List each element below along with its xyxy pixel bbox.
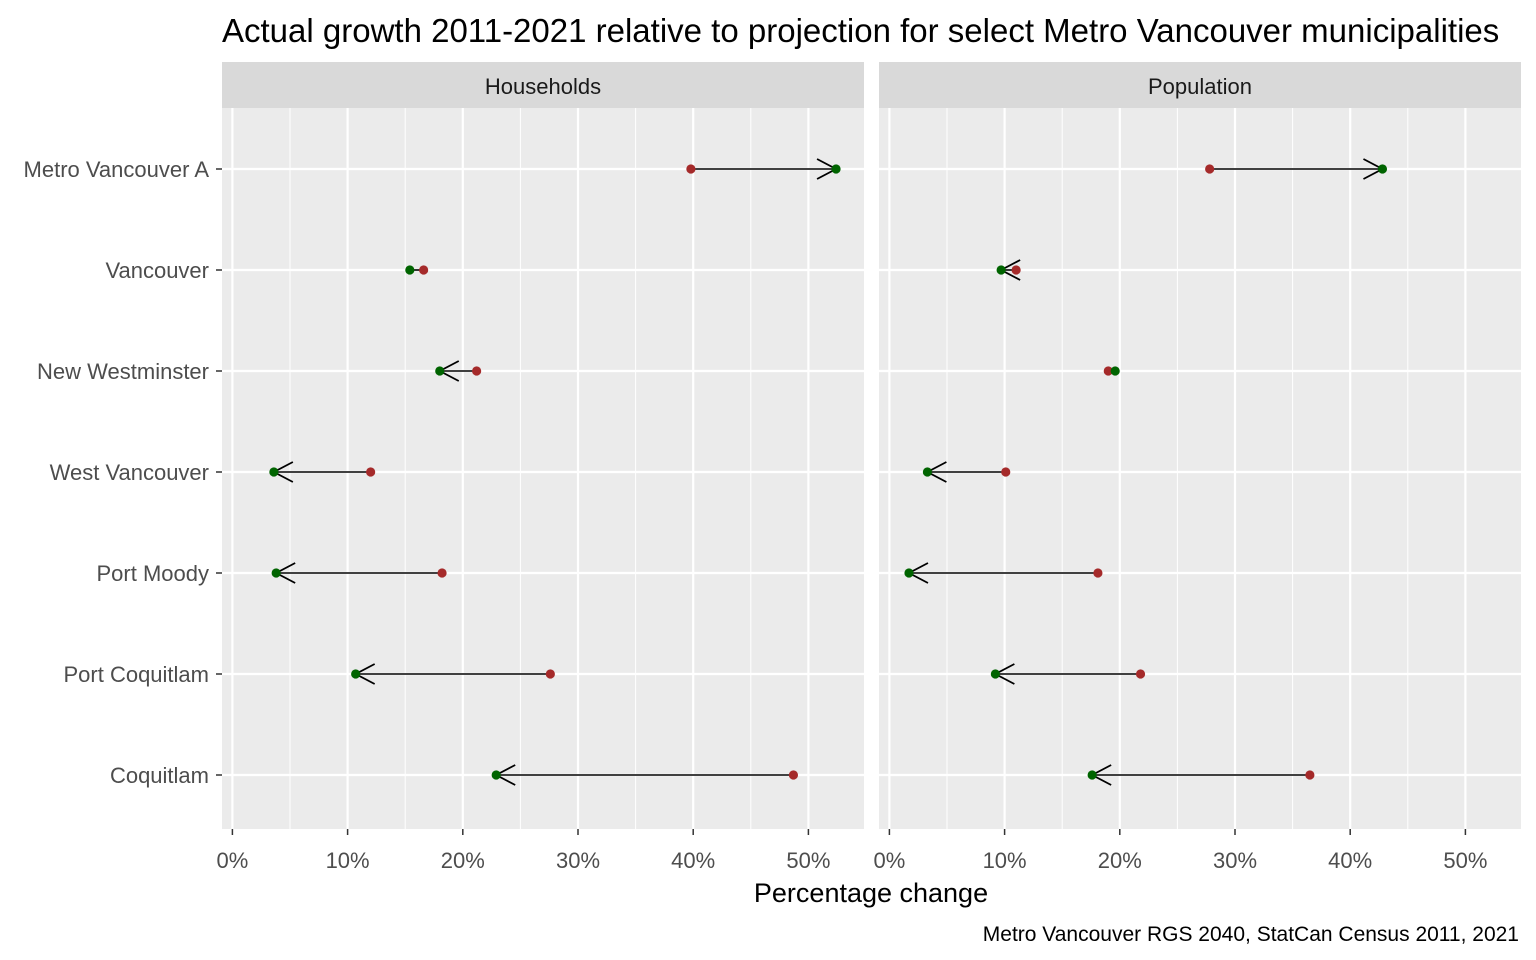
x-tick-label: 40% xyxy=(671,848,715,873)
projected-point xyxy=(1103,366,1113,376)
category-label: Vancouver xyxy=(105,258,209,283)
chart-caption: Metro Vancouver RGS 2040, StatCan Census… xyxy=(983,923,1519,946)
actual-point xyxy=(922,467,933,477)
x-tick-label: 30% xyxy=(556,848,600,873)
actual-point xyxy=(831,164,841,174)
chart-title: Actual growth 2011-2021 relative to proj… xyxy=(222,12,1499,49)
x-tick-label: 0% xyxy=(217,848,249,873)
actual-point xyxy=(269,467,279,477)
actual-point xyxy=(271,568,281,578)
actual-point xyxy=(990,669,1000,679)
x-tick-label: 50% xyxy=(1443,848,1487,873)
facet-strip xyxy=(222,62,864,108)
category-label: Coquitlam xyxy=(110,763,209,788)
actual-point xyxy=(904,568,914,578)
projected-point xyxy=(366,467,376,477)
x-tick-label: 20% xyxy=(1098,848,1142,873)
panel-population: Population 0% 10% 20% 30% 40% 50% xyxy=(874,62,1524,873)
x-axis-title: Percentage change xyxy=(754,878,988,908)
projected-point xyxy=(472,366,482,376)
x-tick-label: 50% xyxy=(786,848,830,873)
projected-point xyxy=(1001,467,1011,477)
x-tick-label: 10% xyxy=(326,848,370,873)
x-tick-label: 10% xyxy=(983,848,1027,873)
chart-panels: Households 0% 10% 20% 30% 40% 50% Population 0% 1… xyxy=(217,62,1524,873)
category-label: West Vancouver xyxy=(50,460,209,485)
category-label: New Westminster xyxy=(37,359,209,384)
projected-point xyxy=(1011,265,1021,275)
facet-strip-label: Households xyxy=(485,74,601,99)
projected-point xyxy=(1205,164,1215,174)
actual-point xyxy=(996,265,1006,275)
projected-point xyxy=(686,164,696,174)
actual-point xyxy=(351,669,361,679)
actual-point xyxy=(1110,366,1120,376)
x-tick-label: 30% xyxy=(1213,848,1257,873)
actual-point xyxy=(405,265,415,275)
projected-point xyxy=(788,770,799,780)
projected-point xyxy=(419,265,429,275)
panel-background xyxy=(222,108,864,829)
projected-point xyxy=(1305,770,1315,780)
projected-point xyxy=(437,568,447,578)
panel-households: Households 0% 10% 20% 30% 40% 50% xyxy=(217,62,867,873)
actual-point xyxy=(435,366,445,376)
category-labels: Metro Vancouver A Vancouver New Westminste… xyxy=(24,157,222,788)
category-label: Port Moody xyxy=(97,561,210,586)
actual-point xyxy=(491,770,501,780)
panel-background xyxy=(879,108,1521,829)
category-label: Metro Vancouver A xyxy=(24,157,210,182)
projected-point xyxy=(1093,568,1103,578)
x-tick-label: 40% xyxy=(1328,848,1372,873)
projected-point xyxy=(545,669,555,679)
actual-point xyxy=(1377,164,1388,174)
facet-strip xyxy=(879,62,1521,108)
x-tick-label: 20% xyxy=(441,848,485,873)
category-label: Port Coquitlam xyxy=(63,662,209,687)
actual-point xyxy=(1087,770,1097,780)
projected-point xyxy=(1135,669,1146,679)
facet-strip-label: Population xyxy=(1148,74,1252,99)
x-tick-label: 0% xyxy=(874,848,906,873)
